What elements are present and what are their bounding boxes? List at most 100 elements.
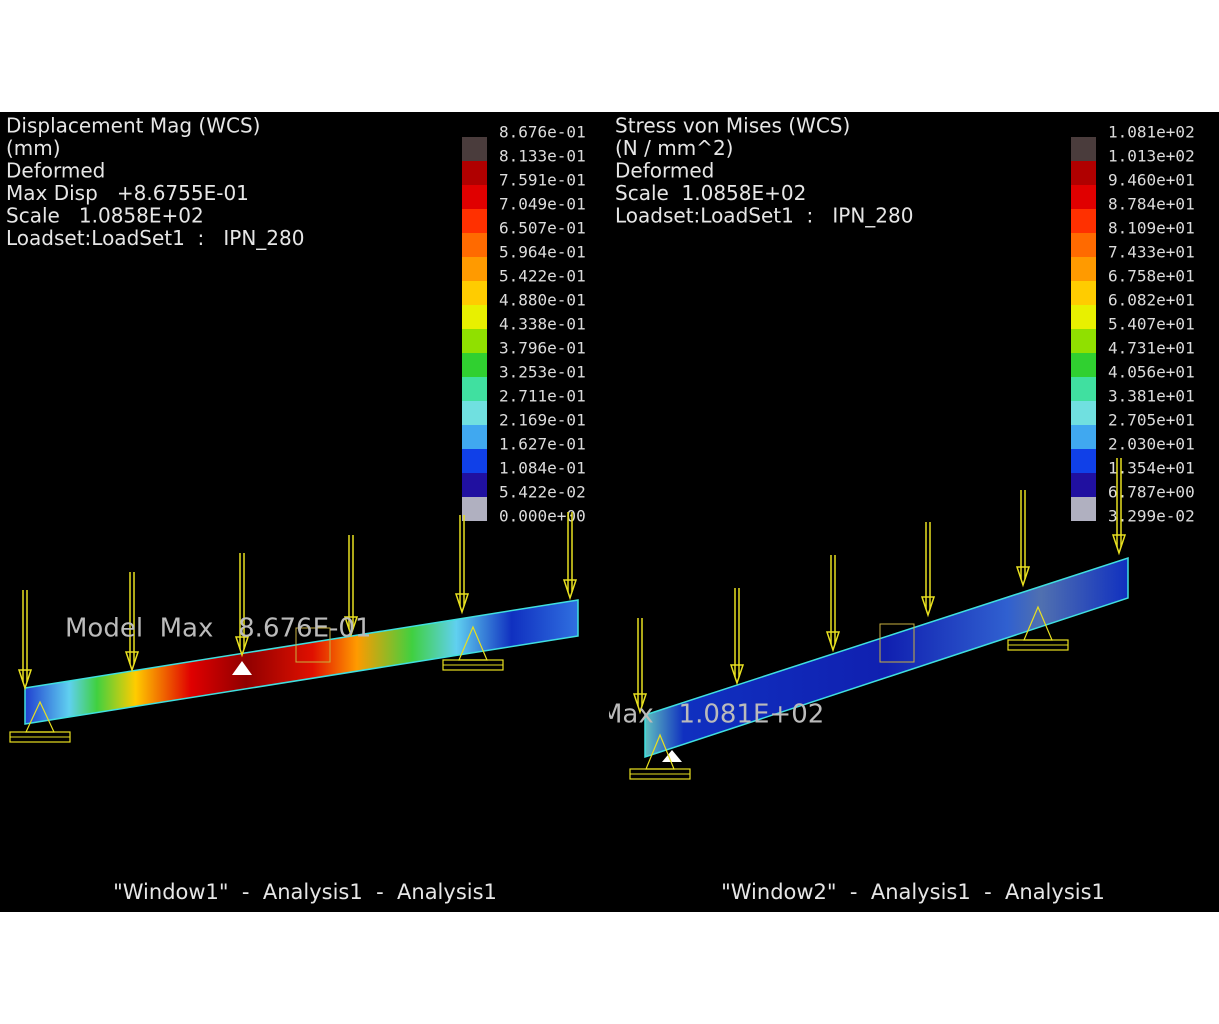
max-annotation: Max 1.081E+02 — [600, 700, 824, 730]
load-arrow-head — [124, 651, 140, 673]
legend-label: 2.169e-01 — [499, 411, 586, 430]
legend-label: 1.354e+01 — [1108, 459, 1195, 478]
load-arrow-head — [1015, 566, 1031, 588]
legend-label: 1.627e-01 — [499, 435, 586, 454]
result-info: (mm) — [6, 136, 61, 160]
legend-band — [1071, 305, 1096, 329]
result-info: Loadset:LoadSet1 : IPN_280 — [615, 204, 913, 228]
result-info: Deformed — [615, 159, 714, 183]
load-arrow-head — [454, 593, 470, 615]
result-info: Loadset:LoadSet1 : IPN_280 — [6, 226, 304, 250]
csys-icon — [879, 623, 915, 663]
load-arrow-head — [920, 596, 936, 618]
legend-band — [1071, 185, 1096, 209]
viewport — [0, 112, 1219, 912]
legend-band — [1071, 209, 1096, 233]
result-info: (N / mm^2) — [615, 136, 733, 160]
legend-label: 1.081e+02 — [1108, 123, 1195, 142]
legend-label: 5.422e-01 — [499, 267, 586, 286]
window-caption: "Window1" - Analysis1 - Analysis1 — [113, 880, 497, 904]
legend-band — [462, 497, 487, 521]
legend-band — [462, 185, 487, 209]
result-info: Scale 1.0858E+02 — [615, 181, 806, 205]
legend-label: 7.433e+01 — [1108, 243, 1195, 262]
legend-label: 0.000e+00 — [499, 507, 586, 526]
legend-band — [462, 233, 487, 257]
max-marker — [232, 661, 252, 675]
legend-label: 6.082e+01 — [1108, 291, 1195, 310]
legend-label: 6.507e-01 — [499, 219, 586, 238]
legend-band — [1071, 281, 1096, 305]
legend-band — [1071, 137, 1096, 161]
legend-band — [1071, 497, 1096, 521]
legend-label: 2.711e-01 — [499, 387, 586, 406]
legend-band — [462, 137, 487, 161]
legend-band — [1071, 377, 1096, 401]
max-marker — [662, 750, 682, 762]
legend-label: 7.049e-01 — [499, 195, 586, 214]
legend-label: 5.407e+01 — [1108, 315, 1195, 334]
load-arrow-head — [1111, 534, 1127, 556]
load-arrow-head — [632, 693, 648, 715]
result-info: Scale 1.0858E+02 — [6, 204, 204, 228]
legend-label: 2.030e+01 — [1108, 435, 1195, 454]
legend-label: 8.133e-01 — [499, 147, 586, 166]
legend-band — [1071, 353, 1096, 377]
legend-band — [462, 353, 487, 377]
legend-band — [462, 161, 487, 185]
result-info: Stress von Mises (WCS) — [615, 114, 850, 138]
legend-label: 4.731e+01 — [1108, 339, 1195, 358]
legend-label: 2.705e+01 — [1108, 411, 1195, 430]
legend-band — [462, 305, 487, 329]
legend-label: 3.253e-01 — [499, 363, 586, 382]
legend-label: 6.787e+00 — [1108, 483, 1195, 502]
legend-band — [462, 449, 487, 473]
legend-band — [462, 401, 487, 425]
legend-band — [462, 281, 487, 305]
legend-label: 8.109e+01 — [1108, 219, 1195, 238]
legend-label: 1.013e+02 — [1108, 147, 1195, 166]
max-annotation: Model Max 8.676E-01 — [65, 614, 371, 644]
legend-band — [1071, 161, 1096, 185]
legend-label: 4.056e+01 — [1108, 363, 1195, 382]
load-arrow-head — [729, 664, 745, 686]
result-info: Deformed — [6, 159, 105, 183]
legend-band — [462, 425, 487, 449]
legend-band — [1071, 449, 1096, 473]
result-info: Displacement Mag (WCS) — [6, 114, 260, 138]
legend-band — [1071, 329, 1096, 353]
legend-label: 4.880e-01 — [499, 291, 586, 310]
legend-label: 3.381e+01 — [1108, 387, 1195, 406]
legend-band — [1071, 233, 1096, 257]
legend-band — [1071, 473, 1096, 497]
legend-label: 4.338e-01 — [499, 315, 586, 334]
load-arrow-head — [343, 616, 359, 638]
legend-label: 1.084e-01 — [499, 459, 586, 478]
legend-label: 7.591e-01 — [499, 171, 586, 190]
legend-label: 8.676e-01 — [499, 123, 586, 142]
load-arrow-head — [562, 579, 578, 601]
csys-icon — [295, 627, 331, 663]
legend-band — [1071, 257, 1096, 281]
load-arrow-head — [234, 636, 250, 658]
load-arrow-head — [17, 669, 33, 691]
legend-label: 5.422e-02 — [499, 483, 586, 502]
legend-label: 5.964e-01 — [499, 243, 586, 262]
legend-band — [1071, 401, 1096, 425]
load-arrow-head — [825, 631, 841, 653]
legend-band — [462, 329, 487, 353]
legend-band — [462, 257, 487, 281]
legend-label: 6.758e+01 — [1108, 267, 1195, 286]
legend-band — [1071, 425, 1096, 449]
legend-band — [462, 377, 487, 401]
legend-label: 9.460e+01 — [1108, 171, 1195, 190]
beam — [644, 556, 1129, 759]
window-caption: "Window2" - Analysis1 - Analysis1 — [721, 880, 1105, 904]
legend-band — [462, 473, 487, 497]
legend-label: 8.784e+01 — [1108, 195, 1195, 214]
legend-label: 3.796e-01 — [499, 339, 586, 358]
result-info: Max Disp +8.6755E-01 — [6, 181, 249, 205]
legend-band — [462, 209, 487, 233]
